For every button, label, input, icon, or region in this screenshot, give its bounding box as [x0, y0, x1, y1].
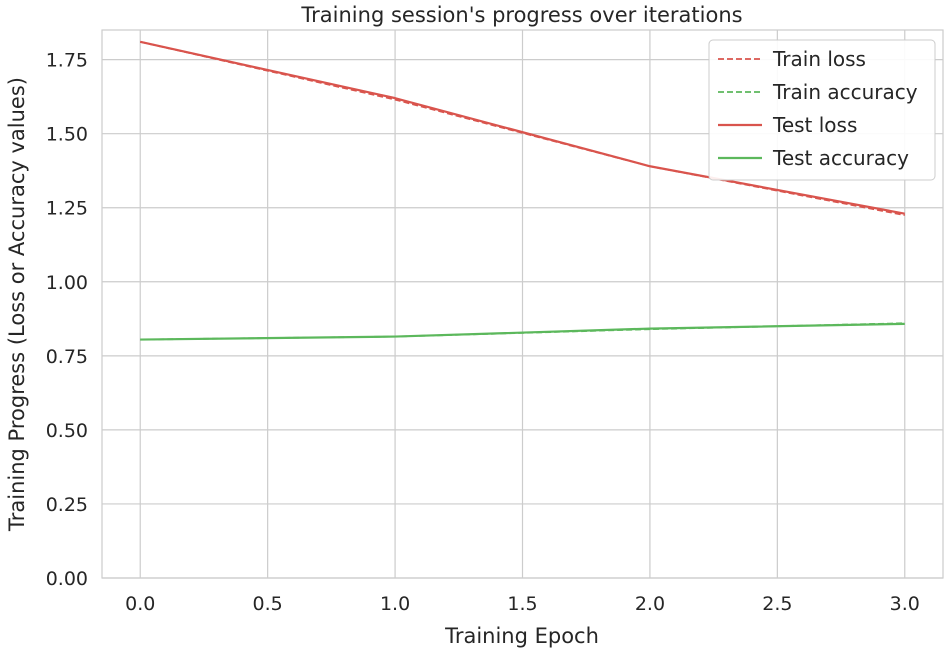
x-tick-label: 0.0	[125, 593, 155, 615]
grid-lines	[102, 30, 943, 579]
legend-label: Test accuracy	[772, 146, 909, 170]
legend-label: Train accuracy	[772, 80, 918, 104]
y-tick-label: 1.75	[46, 50, 88, 72]
x-tick-label: 1.0	[380, 593, 410, 615]
y-tick-label: 1.25	[46, 198, 88, 220]
legend-label: Train loss	[772, 47, 866, 71]
x-tick-label: 1.5	[507, 593, 537, 615]
y-axis-label: Training Progress (Loss or Accuracy valu…	[5, 77, 29, 532]
series-line-test-loss	[139, 40, 905, 215]
legend-label: Test loss	[772, 113, 857, 137]
x-tick-labels: 0.0 0.5 1.0 1.5 2.0 2.5 3.0	[125, 593, 920, 615]
x-axis-label: Training Epoch	[444, 624, 599, 648]
x-tick-label: 3.0	[890, 593, 920, 615]
legend-box	[708, 39, 936, 181]
y-tick-label: 1.50	[46, 124, 88, 146]
x-tick-label: 2.0	[635, 593, 665, 615]
series-line-test-accuracy	[140, 322, 905, 341]
series-lines	[139, 40, 905, 341]
y-tick-label: 0.75	[46, 346, 88, 368]
x-tick-label: 0.5	[253, 593, 283, 615]
y-tick-label: 0.25	[46, 494, 88, 516]
y-tick-label: 0.50	[46, 420, 88, 442]
y-tick-label: 1.00	[46, 272, 88, 294]
legend: Train loss Train accuracy Test loss Test ac…	[708, 39, 936, 181]
y-tick-labels: 0.00 0.25 0.50 0.75 1.00 1.25 1.50 1.75	[46, 50, 88, 590]
chart-title: Training session's progress over iterati…	[300, 3, 742, 27]
y-tick-label: 0.00	[46, 568, 88, 590]
x-tick-label: 2.5	[762, 593, 792, 615]
